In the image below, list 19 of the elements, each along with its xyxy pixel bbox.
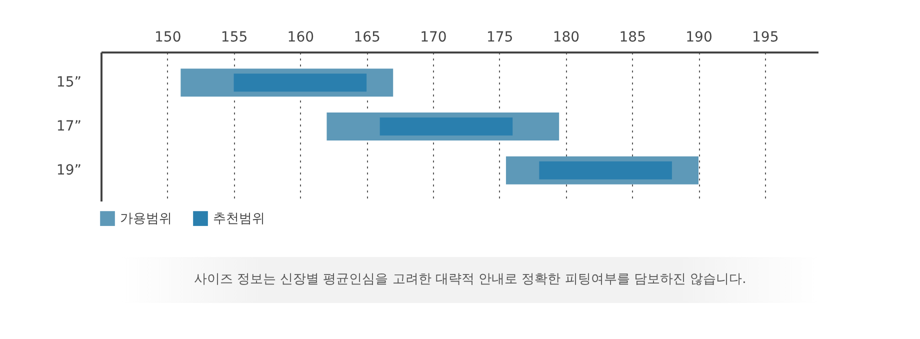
legend-label: 가용범위 xyxy=(120,212,172,227)
x-tick-label: 155 xyxy=(220,30,248,46)
y-tick-label: 17” xyxy=(56,118,82,134)
bar xyxy=(539,161,672,180)
y-tick-label: 15” xyxy=(56,74,82,91)
x-tick-label: 175 xyxy=(486,30,514,46)
x-tick-label: 190 xyxy=(686,30,712,46)
x-tick-label: 150 xyxy=(154,30,182,46)
x-tick-label: 165 xyxy=(354,30,380,46)
x-tick-label: 170 xyxy=(420,30,447,46)
bar xyxy=(380,118,513,136)
text: 사이즈 정보는 신장별 평균인심을 고려한 대략적 안내로 정확한 피팅여부를 담보하진 않습니다. xyxy=(120,257,820,303)
bar xyxy=(234,74,367,92)
y-tick-label: 19” xyxy=(56,162,82,178)
x-tick-label: 160 xyxy=(287,30,314,46)
x-tick-label: 185 xyxy=(619,30,646,46)
x-tick-label: 180 xyxy=(552,30,580,46)
legend-label: 추천범위 xyxy=(213,212,265,227)
x-tick-label: 195 xyxy=(752,30,779,46)
